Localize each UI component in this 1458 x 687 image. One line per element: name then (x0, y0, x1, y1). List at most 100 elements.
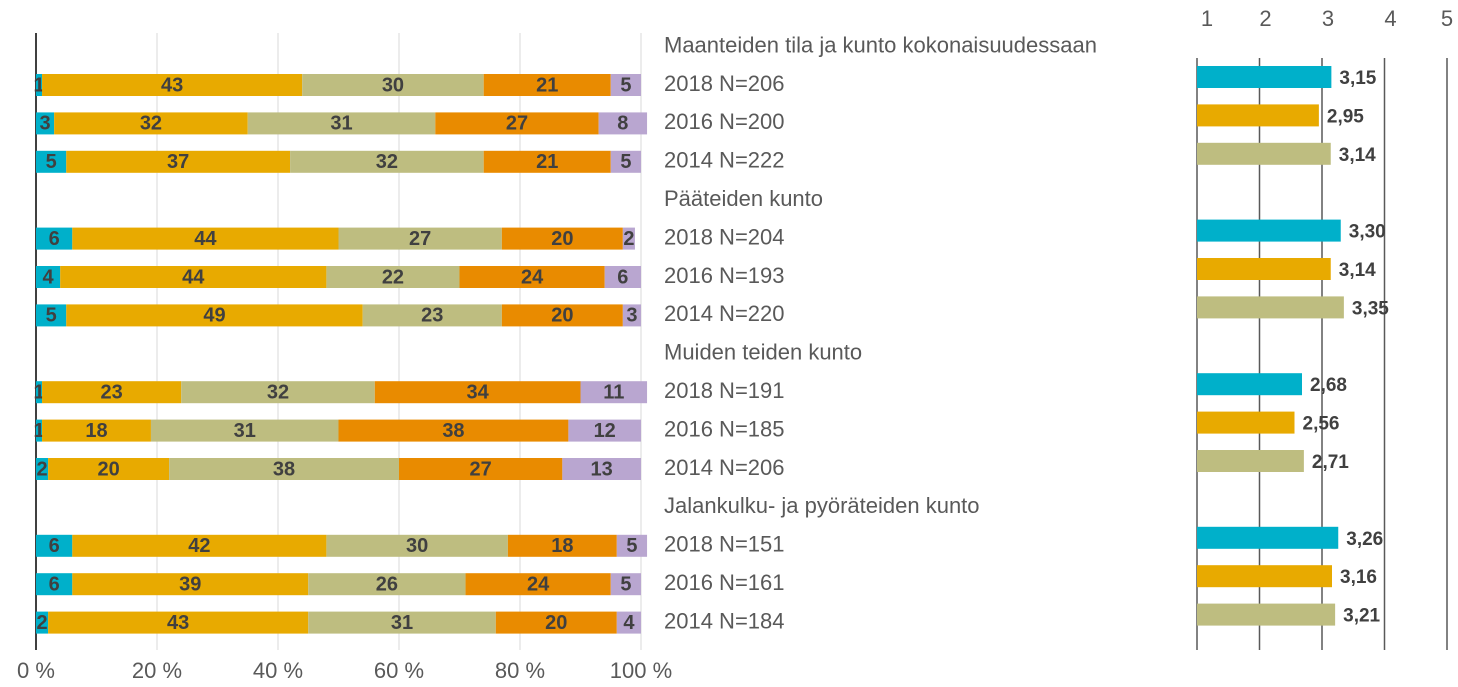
data-label: 6 (49, 573, 60, 595)
bar-segment (562, 458, 641, 480)
data-label: 3,26 (1346, 529, 1383, 550)
bar-segment (36, 419, 43, 442)
bar (1197, 565, 1332, 588)
data-label: 42 (188, 535, 210, 557)
x-tick-label: 0 % (17, 658, 55, 683)
data-label: 18 (551, 535, 573, 557)
data-label: 21 (536, 74, 558, 96)
data-label: 18 (85, 420, 107, 442)
data-label: 5 (620, 74, 631, 96)
data-label: 27 (506, 113, 528, 135)
bar-segment (247, 112, 436, 135)
bar-segment (60, 266, 327, 288)
x-tick-label: 2 (1259, 6, 1271, 31)
bar-segment (622, 304, 641, 327)
x-tick-label: 1 (1201, 6, 1213, 31)
data-label: 32 (140, 113, 162, 135)
row-label: 2016 N=185 (664, 416, 785, 441)
row-label: 2018 N=204 (664, 224, 785, 249)
data-label: 12 (594, 420, 616, 442)
row-label: 2014 N=184 (664, 608, 785, 633)
bar-segment (72, 573, 309, 596)
bar-segment (338, 227, 502, 250)
bar-segment (399, 458, 563, 480)
data-label: 6 (49, 535, 60, 557)
bar (1197, 258, 1331, 280)
bar-segment (36, 573, 73, 596)
data-label: 44 (194, 228, 217, 250)
bar-segment (483, 150, 611, 173)
x-tick-label: 100 % (610, 658, 672, 683)
data-label: 3 (626, 305, 637, 327)
x-tick-label: 4 (1384, 6, 1396, 31)
data-label: 2,68 (1310, 375, 1347, 396)
data-label: 32 (267, 381, 289, 403)
bar-segment (435, 112, 599, 135)
data-label: 43 (167, 612, 189, 634)
bar-segment (507, 534, 617, 557)
data-label: 23 (101, 381, 123, 403)
bar-segment (610, 573, 641, 596)
data-label: 49 (203, 305, 225, 327)
data-label: 1 (33, 420, 44, 442)
bar-segment (495, 611, 617, 634)
data-label: 3,14 (1339, 260, 1376, 281)
row-label: 2018 N=151 (664, 532, 785, 557)
bar-segment (568, 419, 641, 442)
row-label: 2016 N=200 (664, 109, 785, 134)
bar (1197, 104, 1319, 127)
bar-segment (302, 74, 484, 96)
bar-segment (66, 150, 291, 173)
bar-segment (36, 266, 61, 288)
data-label: 34 (467, 381, 490, 403)
data-label: 3,15 (1339, 68, 1376, 89)
data-label: 32 (376, 151, 398, 173)
bar-segment (42, 381, 182, 404)
bar (1197, 373, 1302, 396)
x-tick-label: 20 % (132, 658, 182, 683)
data-label: 22 (382, 266, 404, 288)
x-tick-label: 3 (1322, 6, 1334, 31)
bar-segment (54, 112, 248, 135)
bar-segment (181, 381, 375, 404)
bar-segment (42, 74, 303, 96)
bar-segment (66, 304, 363, 327)
bar-segment (48, 458, 170, 480)
data-label: 4 (623, 612, 635, 634)
bar-segment (501, 304, 623, 327)
data-label: 2,71 (1312, 452, 1349, 473)
data-label: 3,30 (1349, 222, 1386, 243)
data-label: 2,95 (1327, 106, 1364, 127)
data-label: 44 (182, 266, 205, 288)
data-label: 1 (33, 381, 44, 403)
data-label: 6 (49, 228, 60, 250)
data-label: 24 (521, 266, 544, 288)
data-label: 6 (617, 266, 628, 288)
data-label: 5 (620, 573, 631, 595)
bar (1197, 526, 1339, 549)
bar-segment (36, 150, 67, 173)
bar-segment (598, 112, 648, 135)
bar (1197, 296, 1344, 319)
data-label: 31 (391, 612, 413, 634)
row-label: 2014 N=206 (664, 455, 785, 480)
data-label: 3,21 (1343, 606, 1380, 627)
data-label: 3 (40, 113, 51, 135)
data-label: 43 (161, 74, 183, 96)
bar (1197, 142, 1331, 165)
bar-segment (48, 611, 309, 634)
bar-segment (580, 381, 648, 404)
bar (1197, 603, 1336, 626)
bar (1197, 450, 1304, 472)
data-label: 1 (33, 74, 44, 96)
data-label: 27 (470, 458, 492, 480)
data-label: 27 (409, 228, 431, 250)
bar-segment (308, 611, 496, 634)
data-label: 2 (36, 458, 47, 480)
data-label: 31 (330, 113, 352, 135)
bar-segment (374, 381, 581, 404)
data-label: 3,16 (1340, 567, 1377, 588)
bar-segment (36, 74, 43, 96)
data-label: 2,56 (1303, 414, 1340, 435)
